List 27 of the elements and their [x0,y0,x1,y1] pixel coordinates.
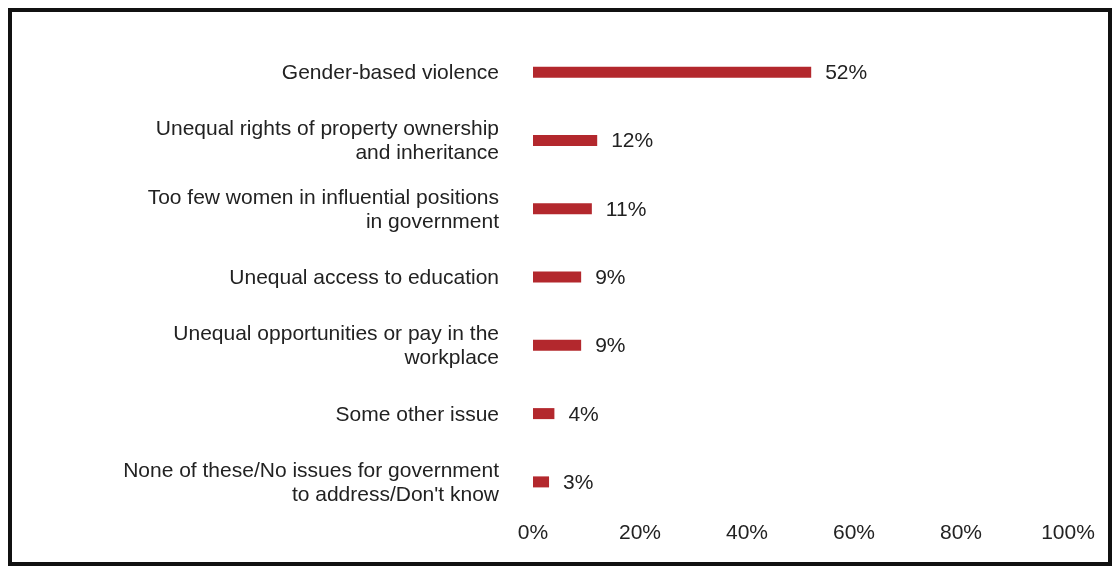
x-tick-label: 40% [725,519,769,543]
bar [533,339,582,351]
bar [533,476,550,488]
x-tick-label: 80% [939,519,983,543]
bar [533,134,598,146]
data-label: 3% [563,469,594,493]
bar [533,203,592,215]
data-label: 12% [611,128,654,152]
y-tick-label: Unequal access to education [229,265,499,288]
x-tick-label: 100% [1041,519,1095,543]
data-label: 9% [595,333,626,357]
data-label: 11% [605,196,647,220]
x-tick-label: 60% [832,519,876,543]
y-tick-label: Too few women in influential positions in government [147,184,500,232]
y-tick-label: Gender-based violence [281,60,499,84]
data-label: 4% [568,401,599,425]
y-tick-label: Unequal rights of property ownership and inheritance [155,116,499,164]
x-tick-label: 20% [618,519,662,543]
y-tick-label: Some other issue [335,401,499,425]
y-tick-label: None of these/No issues for government to address/Don't know [123,457,500,505]
y-tick-label: Unequal opportunities or pay in the workplace [173,321,499,369]
data-label: 52% [825,60,868,84]
bar [533,408,555,420]
data-label: 9% [595,265,626,289]
bar [533,66,812,78]
bar [533,271,582,283]
x-tick-label: 0% [517,519,549,543]
